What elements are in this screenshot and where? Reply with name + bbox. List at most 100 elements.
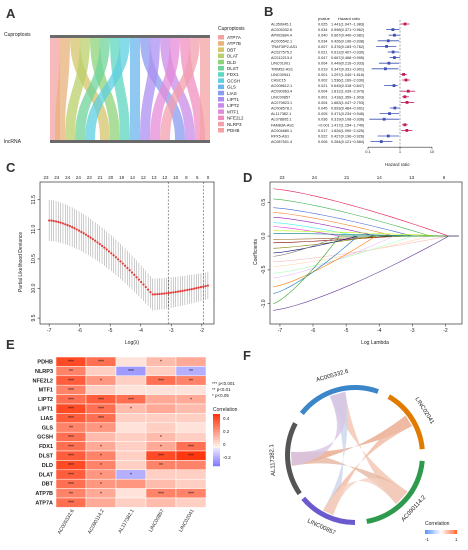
forest-hr-text: 0.667(0.468~0.995) [331,56,365,60]
cv-point [151,293,154,296]
forest-hr-text: 1.441(1.047~1.983) [331,23,365,27]
forest-pvalue: 0.021 [318,51,328,55]
heatmap-row-label: DLD [42,463,53,469]
heatmap-star: *** [158,379,164,385]
legend-swatch [218,90,224,96]
cv-point [71,226,74,229]
heatmap-row-label: LIPT1 [38,407,53,413]
heatmap-cell [145,469,177,480]
cv-point [75,228,78,231]
top-tick-label: 24 [312,175,318,180]
coef-path [273,235,459,244]
forest-pvalue: 0.002 [318,79,328,83]
heatmap-row-label: PDHB [37,360,53,366]
cv-point [107,250,111,253]
panel-b-col-pvalue: pvalue [318,16,331,21]
legend-label: LIAS [227,91,237,96]
heatmap-star: * [100,463,102,469]
alluvial-flow [110,38,130,140]
cv-point [204,284,207,288]
colorbar-tick: 0.2 [223,429,230,434]
heatmap-cell [175,478,207,489]
heatmap-row-label: ATP7B [35,491,53,497]
cv-point [114,256,117,259]
colorbar-step [426,530,429,534]
heatmap-cell [85,431,117,442]
legend-label: MTF1 [227,109,239,114]
heatmap-star: *** [68,360,74,366]
cv-point [158,292,161,296]
x-tick-label: -4 [377,328,382,334]
forest-gene-label: AC008578.1 [271,107,292,111]
heatmap-star: * [100,454,102,460]
panel-label-e: E [6,337,15,352]
forest-gene-label: AC005332.6 [271,28,292,32]
chord-sector-label: LINC02041 [413,397,435,426]
colorbar-tick: 0.4 [223,416,230,421]
x-tick-label: -5 [344,328,349,334]
cv-point [176,290,180,293]
top-tick-label: 21 [97,175,103,180]
cv-point [82,232,85,235]
significance-legend: * p<0.05 [212,393,229,398]
heatmap-star: *** [158,491,164,497]
colorbar-step [213,430,220,433]
x-tick-label: -6 [311,328,316,334]
forest-tick-label: 10 [430,149,435,154]
colorbar-step [452,530,454,534]
legend-label: ATP7A [227,35,241,40]
alluvial-flow [75,38,110,140]
y-tick-label: 10.0 [31,283,37,293]
heatmap-star: *** [68,482,74,488]
panel-b-col-hr: Hazard ratio [338,16,361,21]
forest-gene-label: AC004680.1 [271,129,292,133]
cv-point [59,221,62,224]
legend-swatch [218,97,224,102]
forest-hr-text: 1.297(1.040~1.616) [331,73,365,77]
heatmap-cell [115,431,147,442]
colorbar-step [453,530,456,534]
top-tick-label: 6 [443,175,446,180]
coef-path [273,212,459,237]
heatmap-cell [175,384,207,395]
forest-hr-text: 0.471(0.234~0.946) [331,112,365,116]
cv-point [100,244,104,247]
colorbar-step [442,530,445,534]
colorbar-step [439,530,442,534]
forest-gene-label: AC005542.1 [271,39,292,43]
forest-hr-text: 1.663(1.047~2.793) [331,101,365,105]
cv-point [123,264,127,267]
cv-point [117,258,120,261]
panel-a-alluvial: Cuproptosis lncRNA Cuproptosis ATP7AATP7… [4,26,245,145]
forest-pvalue: 0.001 [318,95,328,99]
heatmap-star: * [100,444,102,450]
legend-swatch [218,53,224,59]
legend-swatch [218,78,224,83]
alluvial-top-bar [50,35,210,38]
panel-c-ylabel: Partial Likelihood Deviance [18,232,24,293]
heatmap-star: * [160,444,162,450]
cv-point [172,291,175,294]
cv-point [105,248,108,251]
forest-pvalue: 0.001 [318,73,328,77]
panel-label-b: B [264,4,273,19]
top-tick-label: 12 [162,175,168,180]
heatmap-star: ** [69,491,73,497]
coef-path [273,216,459,237]
forest-hr-text: 0.649(0.318~0.847) [331,84,365,88]
x-tick-label: -2 [443,328,448,334]
legend-swatch [218,109,224,114]
heatmap-row-label: FDX1 [39,444,53,450]
colorbar-step [449,530,451,534]
forest-point [403,95,407,99]
heatmap-star: *** [98,407,104,413]
panel-label-d: D [243,170,252,185]
colorbar-step [213,440,220,443]
heatmap-star: * [100,482,102,488]
colorbar-step [447,530,450,534]
colorbar-step [213,434,220,437]
forest-hr-text: 0.264(0.121~0.584) [331,140,365,144]
cv-point [202,285,205,288]
cv-point [87,235,90,238]
